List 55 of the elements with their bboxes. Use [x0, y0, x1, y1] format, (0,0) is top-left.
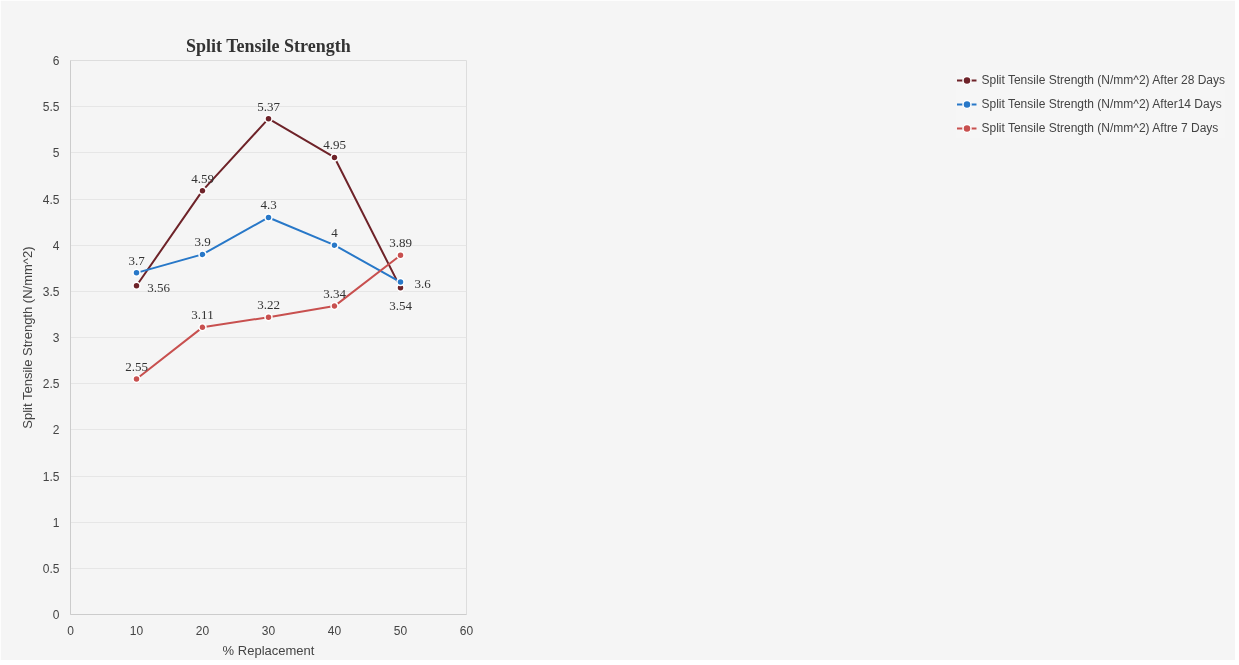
point	[132, 374, 141, 384]
data-label: 3.56	[147, 279, 171, 295]
y-tick-label: 6	[52, 54, 60, 68]
y-tick-label: 0	[52, 608, 60, 622]
y-tick-label: 3.5	[42, 284, 60, 299]
point	[264, 114, 273, 123]
data-label: 4.3	[260, 197, 277, 213]
x-tick-label: 60	[459, 623, 474, 638]
data-label: 3.6	[414, 276, 432, 292]
y-tick-label: 2.5	[42, 377, 60, 392]
point	[198, 250, 207, 259]
data-label: 4	[331, 225, 339, 241]
data-label: 2.55	[125, 359, 148, 375]
x-axis-title: % Replacement	[222, 642, 315, 658]
data-label: 3.89	[389, 235, 412, 251]
y-tick-label: 0.5	[42, 561, 60, 576]
point	[330, 240, 339, 250]
point	[132, 268, 141, 278]
y-axis-title: Split Tensile Strength (N/mm^2)	[19, 246, 35, 429]
y-tick-label: 4	[52, 238, 60, 253]
point	[264, 213, 273, 222]
x-tick-label: 10	[129, 623, 144, 638]
x-tick-label: 30	[261, 623, 276, 638]
y-tick-label: 5.5	[42, 100, 60, 115]
legend-label: Split Tensile Strength (N/mm^2) After 28 Days	[981, 73, 1225, 87]
y-tick-label: 3	[52, 331, 60, 345]
legend-label: Split Tensile Strength (N/mm^2) After14 Days	[981, 97, 1222, 111]
point	[198, 186, 207, 195]
y-tick-label: 1.5	[42, 469, 60, 484]
data-label: 3.34	[323, 286, 347, 302]
data-label: 3.11	[191, 307, 214, 323]
point	[396, 277, 405, 287]
x-tick-label: 40	[327, 623, 342, 638]
data-label: 3.7	[128, 252, 146, 268]
legend-label: Split Tensile Strength (N/mm^2) Aftre 7 Days	[981, 121, 1219, 135]
x-tick-label: 20	[195, 623, 210, 638]
data-label: 5.37	[257, 98, 281, 114]
point	[132, 281, 141, 291]
data-label: 3.22	[257, 297, 280, 313]
y-tick-label: 2	[52, 423, 60, 438]
point	[330, 153, 339, 162]
point	[264, 312, 273, 322]
data-label: 4.59	[191, 170, 214, 186]
data-label: 4.95	[323, 137, 346, 153]
x-tick-label: 50	[393, 623, 408, 638]
y-tick-label: 1	[52, 515, 60, 530]
y-tick-label: 4.5	[42, 192, 60, 207]
chart-title: Split Tensile Strength	[185, 35, 351, 56]
point	[330, 301, 339, 311]
y-tick-label: 5	[52, 146, 60, 161]
x-tick-label: 0	[67, 623, 75, 638]
data-label: 3.9	[194, 234, 211, 250]
point	[396, 251, 405, 260]
data-label: 3.54	[389, 297, 413, 313]
point	[198, 323, 207, 332]
